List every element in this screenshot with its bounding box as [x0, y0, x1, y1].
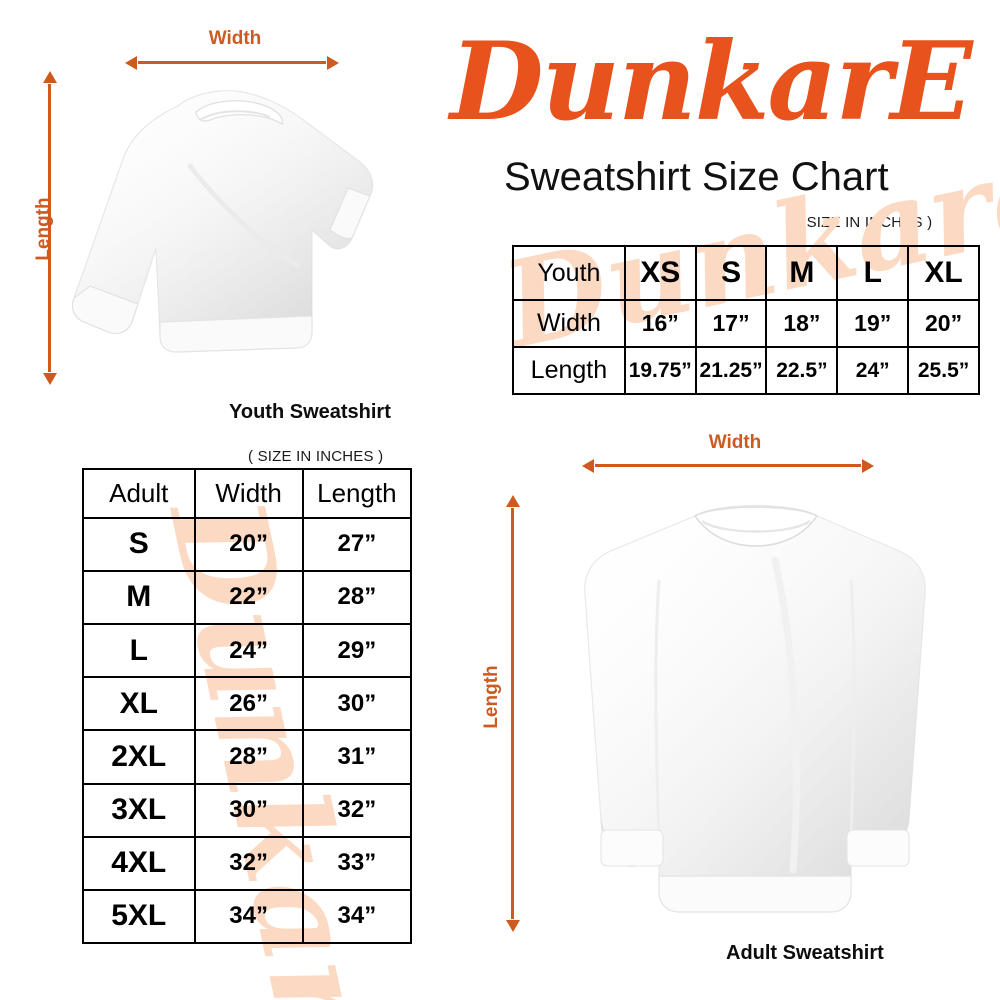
- adult-length-4xl: 33”: [301, 835, 413, 891]
- youth-size-s: S: [694, 244, 768, 302]
- adult-length-5xl: 34”: [301, 888, 413, 945]
- youth-length-l: 24”: [836, 346, 910, 395]
- table-row: S 20” 27”: [82, 516, 413, 572]
- youth-width-rowlabel: Width: [512, 299, 626, 349]
- youth-header-row: Youth XS S M L XL: [512, 244, 980, 302]
- adult-header-length: Length: [301, 468, 413, 519]
- adult-size-l: L: [82, 623, 196, 679]
- adult-length-arrow: [511, 508, 514, 919]
- youth-sweatshirt-caption: Youth Sweatshirt: [229, 401, 391, 423]
- adult-width-2xl: 28”: [193, 729, 304, 785]
- youth-corner-label: Youth: [512, 244, 626, 302]
- brand-logo: DunkarE: [450, 19, 973, 145]
- adult-length-l: 29”: [301, 623, 413, 679]
- youth-size-table-wrapper: Dunkare Youth XS S M L XL Width 16” 17”: [492, 121, 1000, 395]
- adult-header-width: Width: [193, 468, 304, 519]
- adult-units-note: ( SIZE IN INCHES ): [248, 448, 384, 465]
- table-row: 4XL 32” 33”: [82, 835, 413, 891]
- youth-width-m: 18”: [765, 299, 839, 349]
- adult-width-m: 22”: [193, 569, 304, 626]
- youth-length-s: 21.25”: [694, 346, 768, 395]
- adult-length-3xl: 32”: [301, 782, 413, 838]
- youth-length-row: Length 19.75” 21.25” 22.5” 24” 25.5”: [512, 346, 980, 395]
- youth-width-l: 19”: [836, 299, 910, 349]
- adult-length-label: Length: [481, 665, 502, 729]
- youth-units-note: ( SIZE IN INCHES ): [797, 214, 933, 231]
- adult-length-xl: 30”: [301, 676, 413, 732]
- adult-sweatshirt-illustration: [545, 490, 965, 945]
- table-row: M 22” 28”: [82, 569, 413, 626]
- adult-size-xl: XL: [82, 676, 196, 732]
- table-row: 3XL 30” 32”: [82, 782, 413, 838]
- youth-size-xs: XS: [623, 244, 697, 302]
- table-row: XL 26” 30”: [82, 676, 413, 732]
- page-title: Sweatshirt Size Chart: [504, 155, 889, 199]
- adult-size-2xl: 2XL: [82, 729, 196, 785]
- youth-length-xl: 25.5”: [907, 346, 980, 395]
- adult-width-label: Width: [708, 432, 762, 453]
- adult-width-3xl: 30”: [193, 782, 304, 838]
- adult-width-xl: 26”: [193, 676, 304, 732]
- adult-length-2xl: 31”: [301, 729, 413, 785]
- youth-width-xl: 20”: [907, 299, 980, 349]
- adult-length-s: 27”: [301, 516, 413, 572]
- adult-header-row: Adult Width Length: [82, 468, 413, 519]
- adult-width-arrow: [595, 464, 861, 467]
- youth-length-rowlabel: Length: [512, 346, 626, 395]
- adult-length-m: 28”: [301, 569, 413, 626]
- youth-length-label: Length: [33, 197, 54, 261]
- youth-width-label: Width: [208, 28, 262, 49]
- youth-length-arrow: [48, 84, 51, 372]
- adult-sweatshirt-caption: Adult Sweatshirt: [726, 942, 884, 964]
- youth-length-m: 22.5”: [765, 346, 839, 395]
- table-row: L 24” 29”: [82, 623, 413, 679]
- youth-size-m: M: [765, 244, 839, 302]
- adult-size-5xl: 5XL: [82, 888, 196, 945]
- adult-size-m: M: [82, 569, 196, 626]
- adult-size-table-wrapper: Dunkare Adult Width Length S 20” 27” M 2: [82, 468, 415, 1000]
- adult-width-5xl: 34”: [193, 888, 304, 945]
- youth-width-row: Width 16” 17” 18” 19” 20”: [512, 299, 980, 349]
- adult-size-3xl: 3XL: [82, 782, 196, 838]
- adult-width-4xl: 32”: [193, 835, 304, 891]
- youth-length-xs: 19.75”: [623, 346, 697, 395]
- table-row: 2XL 28” 31”: [82, 729, 413, 785]
- adult-width-s: 20”: [193, 516, 304, 572]
- youth-width-s: 17”: [694, 299, 768, 349]
- adult-width-l: 24”: [193, 623, 304, 679]
- adult-size-s: S: [82, 516, 196, 572]
- adult-header-size: Adult: [82, 468, 196, 519]
- table-row: 5XL 34” 34”: [82, 888, 413, 945]
- youth-width-xs: 16”: [623, 299, 697, 349]
- youth-sweatshirt-illustration: [60, 70, 400, 390]
- youth-size-l: L: [836, 244, 910, 302]
- youth-size-xl: XL: [907, 244, 980, 302]
- adult-size-table: Adult Width Length S 20” 27” M 22” 28” L…: [82, 468, 413, 945]
- youth-size-table: Youth XS S M L XL Width 16” 17” 18” 19” …: [512, 244, 980, 395]
- youth-width-arrow: [138, 61, 326, 64]
- adult-size-4xl: 4XL: [82, 835, 196, 891]
